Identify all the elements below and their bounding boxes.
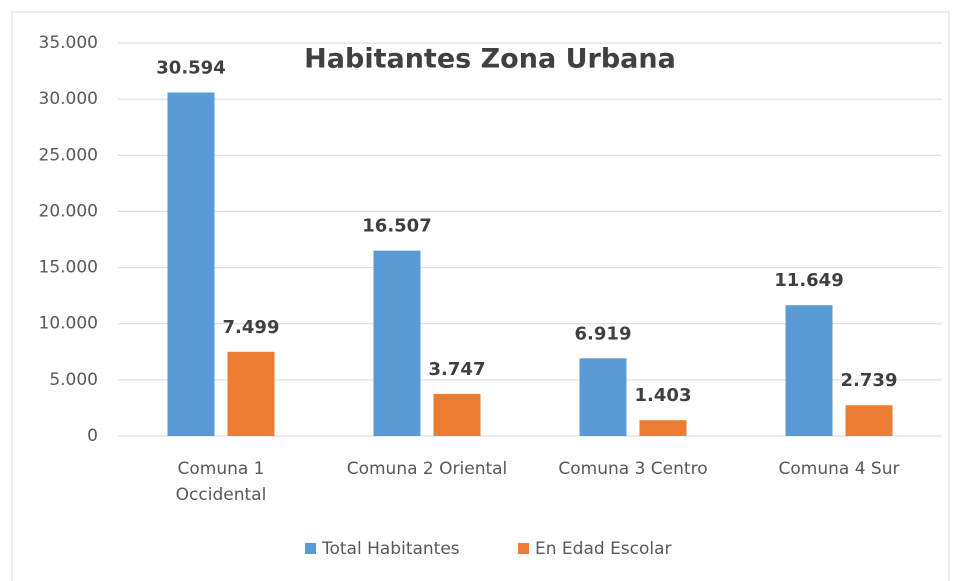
chart-title: Habitantes Zona Urbana — [304, 44, 676, 75]
legend-label: En Edad Escolar — [535, 539, 672, 559]
data-label: 7.499 — [223, 317, 280, 338]
bar — [785, 305, 833, 436]
bar — [167, 92, 215, 436]
bar — [373, 250, 421, 436]
bar — [433, 393, 481, 436]
x-tick-label: Comuna 3 Centro — [558, 459, 708, 479]
bar — [579, 358, 627, 436]
data-label: 30.594 — [156, 57, 225, 78]
data-label: 1.403 — [635, 385, 692, 406]
x-tick-label: Comuna 4 Sur — [778, 459, 900, 479]
x-tick-label: Comuna 2 Oriental — [346, 459, 508, 479]
y-tick-label: 0 — [87, 426, 98, 446]
data-label: 16.507 — [362, 216, 431, 237]
bar — [227, 351, 275, 436]
y-tick-label: 15.000 — [39, 258, 98, 278]
bar — [639, 420, 687, 436]
x-tick-label: Comuna 1 Occidental — [175, 459, 267, 505]
y-tick-label: 35.000 — [39, 33, 98, 53]
bar — [845, 405, 893, 436]
legend-swatch — [305, 543, 316, 554]
y-tick-label: 5.000 — [49, 370, 98, 390]
data-label: 2.739 — [841, 370, 898, 391]
y-tick-label: 25.000 — [39, 145, 98, 165]
y-tick-label: 10.000 — [39, 314, 98, 334]
data-label: 3.747 — [429, 359, 486, 380]
legend-label: Total Habitantes — [321, 539, 460, 559]
data-label: 11.649 — [774, 270, 843, 291]
y-tick-label: 20.000 — [39, 201, 98, 221]
data-label: 6.919 — [575, 323, 632, 344]
y-tick-label: 30.000 — [39, 89, 98, 109]
legend-swatch — [518, 543, 529, 554]
